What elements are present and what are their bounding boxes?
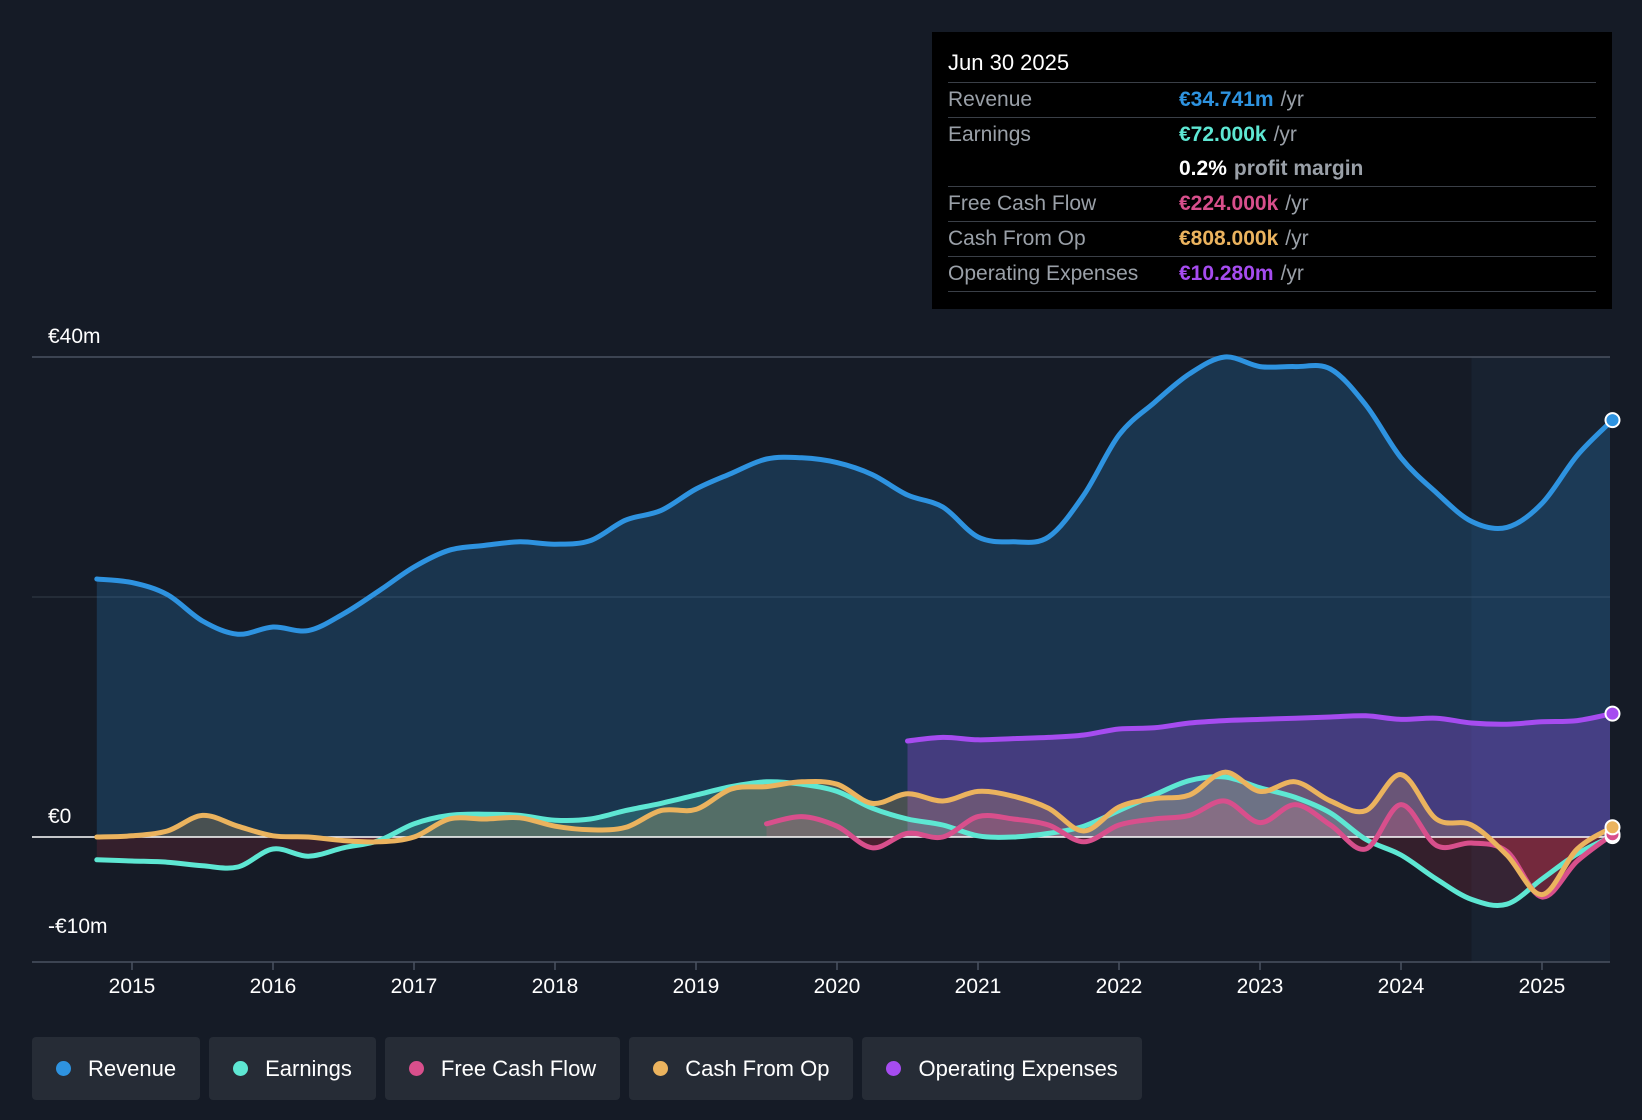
opex-dot-icon (886, 1061, 902, 1076)
tooltip-earnings-label: Earnings (948, 123, 1031, 146)
revenue-endpoint (1604, 412, 1621, 429)
tooltip-revenue-value: €34.741m (1179, 88, 1274, 111)
earnings-area (96, 776, 1610, 837)
y-tick-label: €0 (48, 805, 71, 828)
tooltip-row-fcf: Free Cash Flow €224.000k /yr (948, 187, 1596, 222)
tooltip-opex-label: Operating Expenses (948, 262, 1139, 285)
grid-lines (32, 356, 1610, 598)
x-tick-label: 2015 (109, 975, 156, 998)
x-axis-labels: 2015 2016 2017 2018 2019 2020 2021 2022 2023 2024… (109, 962, 1566, 998)
fcf-area (766, 800, 1610, 837)
tooltip-cfo-value: €808.000k (1179, 227, 1279, 250)
x-tick-label: 2022 (1096, 975, 1143, 998)
earnings-line (94, 774, 1610, 908)
legend-label-revenue: Revenue (88, 1055, 177, 1081)
tooltip-revenue-label: Revenue (948, 88, 1033, 111)
tooltip-opex-value: €10.280m (1179, 262, 1274, 285)
tooltip-revenue-unit: /yr (1280, 88, 1304, 111)
y-axis-labels: €40m €0 -€10m (48, 325, 108, 938)
tooltip-date: Jun 30 2025 (948, 44, 1596, 83)
x-tick-label: 2024 (1378, 975, 1425, 998)
x-tick-label: 2021 (955, 975, 1002, 998)
series-lines (94, 354, 1610, 908)
tooltip-panel: Jun 30 2025 Revenue €34.741m /yr Earning… (932, 32, 1612, 309)
legend-label-fcf: Free Cash Flow (440, 1055, 597, 1081)
tooltip-row-margin: 0.2% profit margin (948, 152, 1596, 187)
cfo-line (94, 769, 1610, 898)
fcf-dot-icon (408, 1061, 424, 1076)
series-endpoints (1604, 412, 1621, 845)
tooltip-fcf-value: €224.000k (1179, 192, 1279, 215)
cfo-endpoint (1604, 819, 1621, 836)
tooltip-margin-label: profit margin (1233, 157, 1364, 180)
opex-line (905, 711, 1610, 744)
cfo-dot-icon (653, 1061, 669, 1076)
forecast-band (1471, 357, 1610, 962)
x-tick-label: 2023 (1237, 975, 1284, 998)
revenue-area (96, 356, 1610, 837)
tooltip-earnings-value: €72.000k (1179, 123, 1267, 146)
tooltip-row-earnings: Earnings €72.000k /yr (948, 118, 1596, 152)
legend-label-cfo: Cash From Op (685, 1055, 830, 1081)
legend: Revenue Earnings Free Cash Flow Cash Fro… (32, 1037, 1142, 1100)
revenue-dot-icon (56, 1061, 71, 1076)
tooltip-cfo-unit: /yr (1285, 227, 1309, 250)
opex-endpoint (1604, 705, 1621, 722)
legend-label-opex: Operating Expenses (918, 1055, 1118, 1081)
x-tick-label: 2016 (250, 975, 297, 998)
revenue-line (94, 354, 1610, 637)
tooltip-margin-value: 0.2% (1179, 157, 1227, 180)
x-tick-label: 2025 (1519, 975, 1566, 998)
legend-label-earnings: Earnings (265, 1055, 352, 1081)
tooltip-cfo-label: Cash From Op (948, 227, 1086, 250)
x-tick-label: 2017 (391, 975, 438, 998)
opex-area (907, 714, 1610, 837)
y-tick-label: -€10m (48, 915, 108, 938)
x-tick-label: 2020 (814, 975, 861, 998)
tooltip-row-opex: Operating Expenses €10.280m /yr (948, 257, 1596, 292)
legend-item-cfo[interactable]: Cash From Op (629, 1037, 854, 1100)
legend-item-earnings[interactable]: Earnings (209, 1037, 376, 1100)
legend-item-revenue[interactable]: Revenue (32, 1037, 201, 1100)
tooltip-opex-unit: /yr (1280, 262, 1304, 285)
tooltip-fcf-unit: /yr (1285, 192, 1309, 215)
y-tick-label: €40m (48, 325, 101, 348)
legend-item-opex[interactable]: Operating Expenses (862, 1037, 1142, 1100)
legend-item-fcf[interactable]: Free Cash Flow (384, 1037, 621, 1100)
fcf-area-negative (766, 837, 1610, 898)
x-tick-label: 2019 (673, 975, 720, 998)
tooltip-fcf-label: Free Cash Flow (948, 192, 1097, 215)
tooltip-row-cfo: Cash From Op €808.000k /yr (948, 222, 1596, 257)
x-tick-label: 2018 (532, 975, 579, 998)
tooltip-row-revenue: Revenue €34.741m /yr (948, 83, 1596, 118)
tooltip-earnings-unit: /yr (1273, 123, 1297, 146)
fcf-line (764, 798, 1610, 900)
earnings-dot-icon (233, 1061, 249, 1076)
